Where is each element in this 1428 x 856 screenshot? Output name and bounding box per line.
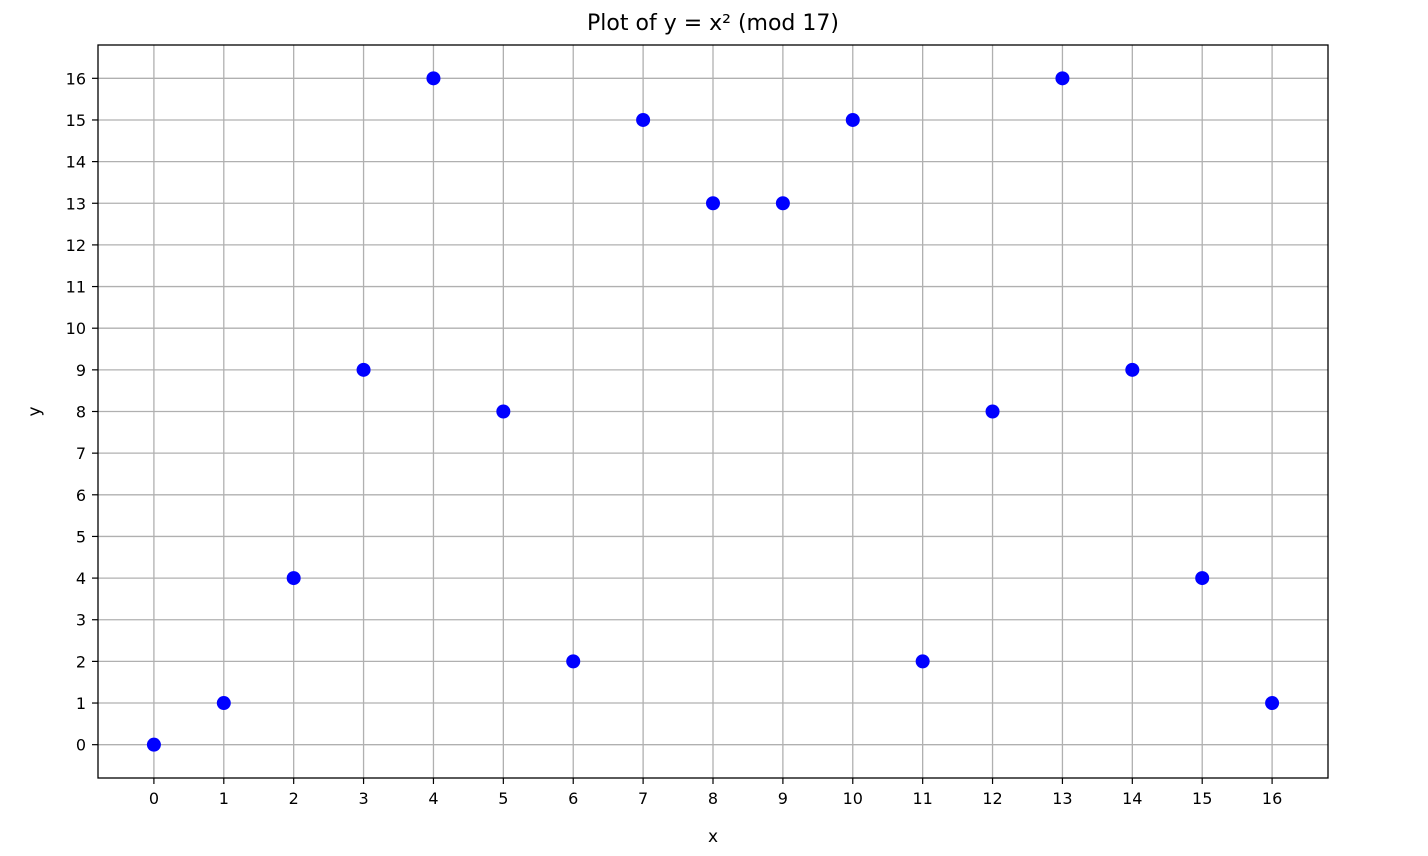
x-tick-label: 5: [498, 789, 508, 808]
x-tick-label: 14: [1122, 789, 1142, 808]
data-point: [146, 737, 161, 752]
y-tick-label: 6: [76, 486, 86, 505]
data-point: [706, 196, 720, 211]
data-point: [775, 196, 790, 211]
y-tick-label: 11: [66, 278, 86, 297]
x-tick-label: 13: [1052, 789, 1072, 808]
axis-ticks: [92, 77, 1273, 784]
y-tick-label: 7: [76, 444, 86, 463]
y-tick-label: 1: [76, 694, 86, 713]
data-point: [985, 404, 1000, 419]
data-point: [636, 112, 651, 127]
y-axis-label: y: [25, 406, 45, 416]
y-tick-label: 3: [76, 611, 86, 630]
chart-title: Plot of y = x² (mod 17): [587, 11, 839, 36]
data-point: [566, 654, 581, 669]
x-tick-label: 9: [778, 789, 788, 808]
x-tick-label: 4: [428, 789, 438, 808]
data-point: [286, 571, 301, 586]
y-tick-label: 14: [66, 153, 86, 172]
x-tick-label: 0: [149, 789, 159, 808]
data-point: [915, 654, 930, 669]
x-tick-label: 15: [1192, 789, 1212, 808]
x-tick-label: 12: [982, 789, 1002, 808]
x-tick-label: 2: [289, 789, 299, 808]
data-point: [1265, 696, 1280, 711]
y-tick-label: 15: [66, 111, 86, 130]
tick-labels: 0 1 2 3 4 5 6 7 8 9 10 11 12 13 14 15 160123456789101112…: [66, 69, 1283, 808]
y-tick-label: 5: [76, 527, 86, 546]
y-tick-label: 2: [76, 652, 86, 671]
x-tick-label: 6: [568, 789, 578, 808]
y-tick-label: 9: [76, 361, 86, 380]
data-point: [496, 404, 511, 419]
x-tick-label: 8: [708, 789, 718, 808]
x-tick-label: 1: [219, 789, 229, 808]
x-axis-label: x: [708, 827, 718, 847]
x-tick-label: 11: [912, 789, 932, 808]
y-tick-label: 16: [66, 69, 86, 88]
x-tick-label: 16: [1262, 789, 1282, 808]
data-points: [146, 71, 1280, 752]
y-tick-label: 13: [66, 194, 86, 213]
x-tick-label: 7: [638, 789, 648, 808]
data-point: [845, 112, 860, 127]
data-point: [356, 362, 371, 377]
x-tick-label: 10: [843, 789, 863, 808]
data-point: [426, 71, 441, 86]
y-tick-label: 8: [76, 403, 86, 422]
y-tick-label: 4: [76, 569, 86, 588]
y-tick-label: 10: [66, 319, 86, 338]
y-tick-label: 12: [66, 236, 86, 255]
data-point: [1195, 571, 1210, 586]
grid: [98, 45, 1328, 778]
x-tick-label: 3: [358, 789, 368, 808]
data-point: [1055, 71, 1070, 86]
data-point: [1125, 362, 1140, 377]
data-point: [216, 696, 231, 711]
y-tick-label: 0: [76, 736, 86, 755]
